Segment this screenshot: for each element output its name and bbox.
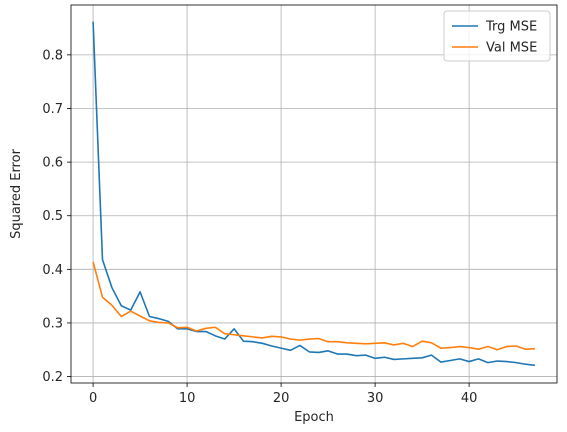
y-tick-label: 0.8 <box>42 48 63 63</box>
y-tick-label: 0.3 <box>42 316 63 331</box>
y-tick-label: 0.4 <box>42 263 63 278</box>
legend-label-val-mse: Val MSE <box>486 41 537 56</box>
x-tick-label: 0 <box>89 391 97 406</box>
y-axis-label: Squared Error <box>9 148 24 238</box>
x-tick-label: 10 <box>179 391 196 406</box>
legend-box <box>443 10 551 62</box>
legend-label-trg-mse: Trg MSE <box>485 20 537 35</box>
y-tick-label: 0.7 <box>42 102 63 117</box>
y-tick-label: 0.5 <box>42 209 63 224</box>
x-axis-ticks: 0 10 20 30 40 <box>89 383 477 406</box>
y-tick-label: 0.6 <box>42 156 63 171</box>
x-tick-label: 30 <box>367 391 384 406</box>
y-tick-label: 0.2 <box>42 370 63 385</box>
x-axis-label: Epoch <box>294 410 334 425</box>
series-line-val-mse <box>92 261 535 351</box>
grid-lines <box>71 5 557 383</box>
y-axis-ticks: 0.2 0.3 0.4 0.5 0.6 0.7 0.8 <box>42 48 71 385</box>
plot-frame <box>70 4 558 384</box>
series-line-trg-mse <box>92 21 536 367</box>
x-tick-label: 40 <box>461 391 478 406</box>
x-tick-label: 20 <box>273 391 290 406</box>
series-lines <box>92 21 536 367</box>
legend: Trg MSE Val MSE <box>443 10 551 62</box>
